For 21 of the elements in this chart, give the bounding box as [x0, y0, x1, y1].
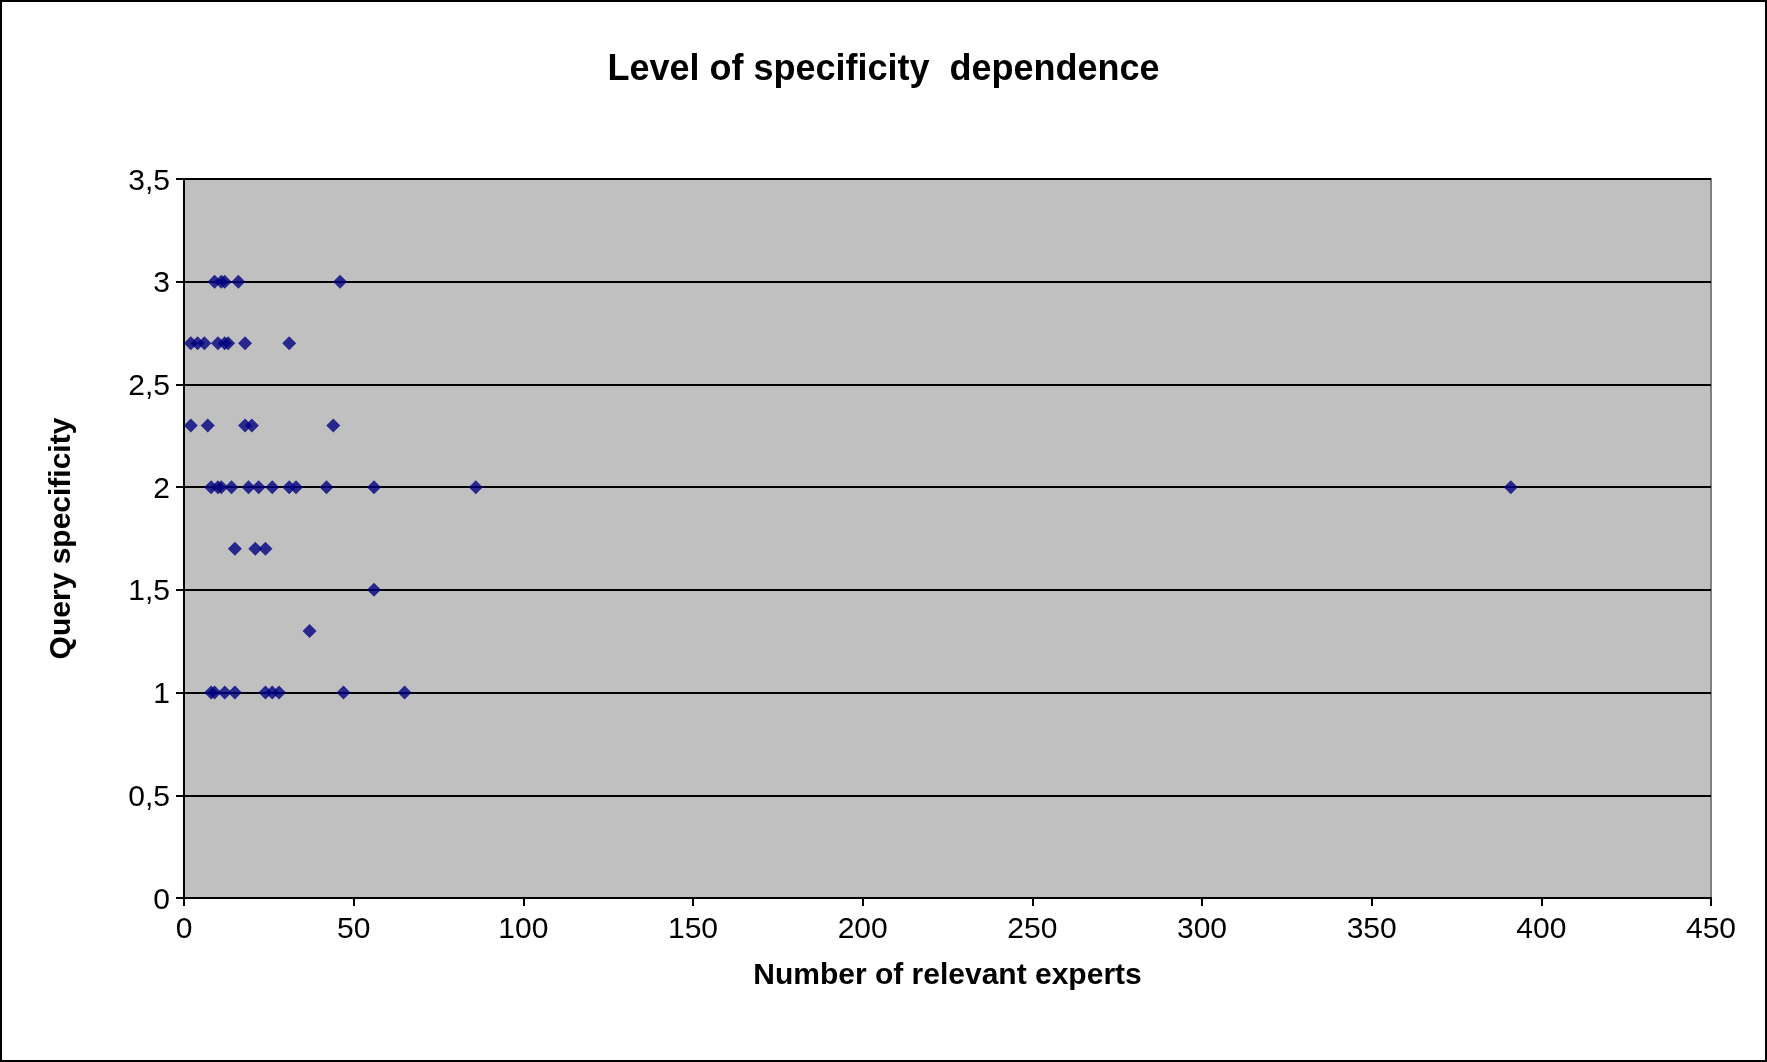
y-tick-label: 1: [153, 676, 170, 710]
x-tick-label: 350: [1346, 910, 1397, 944]
y-tick-label: 2: [153, 470, 170, 504]
y-axis-title: Query specificity: [42, 417, 76, 660]
x-tick-label: 200: [837, 910, 888, 944]
x-tick-label: 250: [1007, 910, 1058, 944]
chart-title: Level of specificity dependence: [607, 46, 1160, 88]
y-tick-label: 3: [153, 265, 170, 299]
x-axis-title: Number of relevant experts: [753, 956, 1142, 990]
x-tick-label: 400: [1516, 910, 1567, 944]
x-tick-label: 0: [175, 910, 193, 944]
y-tick-label: 0: [153, 881, 170, 915]
x-tick-label: 450: [1685, 910, 1737, 944]
y-tick-label: 1,5: [128, 573, 170, 607]
x-tick-label: 300: [1176, 910, 1228, 944]
x-tick-label: 100: [498, 910, 549, 944]
y-tick-label: 0,5: [128, 778, 170, 812]
y-tick-label: 2,5: [128, 367, 170, 401]
x-tick-label: 150: [667, 910, 719, 944]
y-tick-label: 3,5: [128, 162, 170, 196]
x-tick-label: 50: [336, 910, 371, 944]
